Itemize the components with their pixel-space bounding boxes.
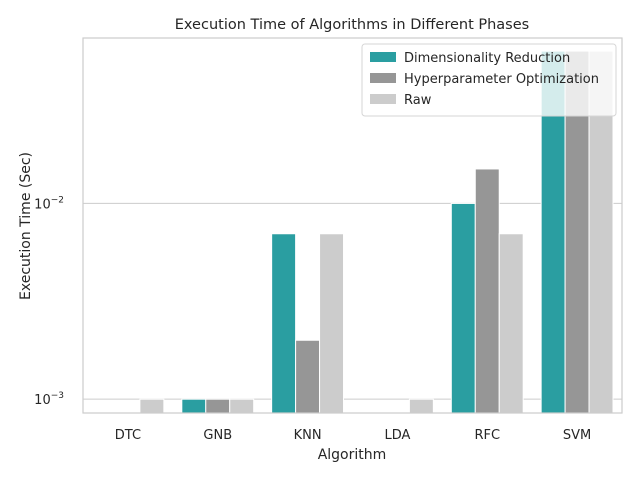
y-tick-exponent: −2: [51, 195, 64, 205]
bar-dtc-series-2: [139, 398, 165, 414]
y-tick-labels: 10−310−2: [34, 195, 64, 408]
y-tick-exponent: −3: [51, 391, 64, 401]
legend-swatch: [370, 52, 396, 62]
y-tick-base: 10: [34, 393, 51, 408]
legend-frame: [361, 43, 617, 117]
y-tick-base: 10: [34, 197, 51, 212]
x-tick-label: DTC: [115, 428, 141, 443]
chart-title: Execution Time of Algorithms in Differen…: [175, 17, 529, 33]
grid-layer: [83, 202, 622, 400]
y-tick-label: 10−3: [34, 391, 64, 408]
bar-lda-series-2: [408, 398, 434, 414]
bar-gnb-series-1: [205, 398, 231, 414]
legend-swatch: [370, 94, 396, 104]
x-tick-label: SVM: [563, 428, 591, 443]
x-tick-label: KNN: [294, 428, 322, 443]
y-tick-label: 10−2: [34, 195, 64, 212]
plot-frame: [82, 37, 623, 414]
bar-knn-series-1: [295, 339, 321, 414]
bar-knn-series-0: [271, 233, 297, 414]
legend-swatch: [370, 73, 396, 83]
y-axis-label: Execution Time (Sec): [18, 152, 34, 300]
legend-label: Hyperparameter Optimization: [404, 72, 599, 87]
bar-rfc-series-1: [474, 168, 500, 414]
bar-rfc-series-2: [498, 233, 524, 414]
legend: Dimensionality Reduction Hyperparameter O…: [361, 43, 617, 117]
legend-label: Dimensionality Reduction: [404, 51, 570, 66]
bar-gnb-series-0: [181, 398, 207, 414]
x-tick-label: RFC: [474, 428, 500, 443]
x-axis-label: Algorithm: [318, 447, 387, 463]
bar-knn-series-2: [319, 233, 345, 414]
x-tick-labels: DTC GNB KNN LDA RFC SVM: [115, 428, 591, 443]
bar-gnb-series-2: [229, 398, 255, 414]
x-tick-label: GNB: [203, 428, 232, 443]
bar-rfc-series-0: [450, 202, 476, 414]
x-tick-label: LDA: [384, 428, 410, 443]
legend-label: Raw: [404, 93, 432, 108]
